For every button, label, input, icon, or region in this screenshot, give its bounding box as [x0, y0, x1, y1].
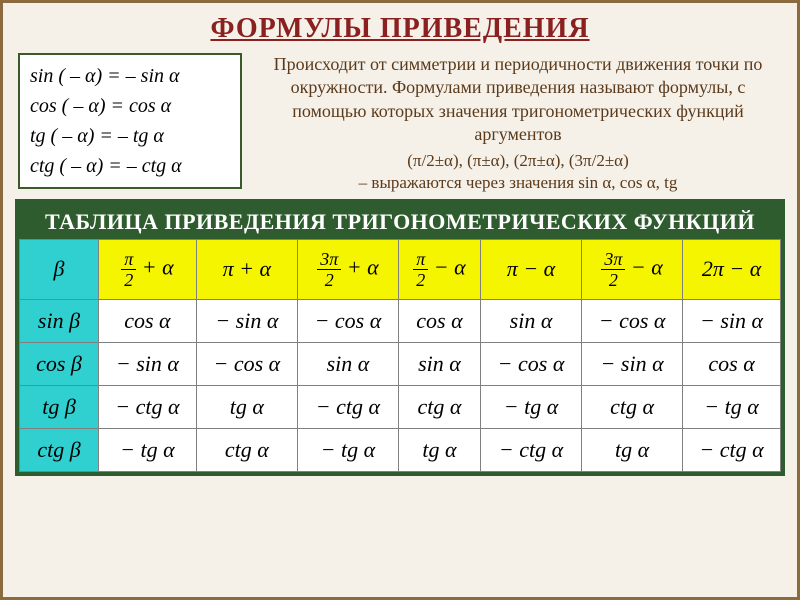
cutoff-line: – выражаются через значения sin α, cos α… [254, 173, 782, 193]
cell: − ctg α [683, 428, 781, 471]
header-col-2: 3π2 + α [297, 239, 398, 299]
arguments-line: (π/2±α), (π±α), (2π±α), (3π/2±α) [254, 151, 782, 171]
description-block: Происходит от симметрии и периодичности … [254, 53, 782, 193]
cell: − sin α [582, 342, 683, 385]
row-label-ctg: ctg β [20, 428, 99, 471]
formula-ctg-neg: ctg ( – α) = – ctg α [30, 151, 230, 181]
cell: − cos α [480, 342, 581, 385]
cell: sin α [480, 299, 581, 342]
header-col-5: 3π2 − α [582, 239, 683, 299]
table-row: tg β − ctg α tg α − ctg α ctg α − tg α c… [20, 385, 781, 428]
cell: ctg α [398, 385, 480, 428]
cell: − cos α [297, 299, 398, 342]
cell: − ctg α [297, 385, 398, 428]
cell: tg α [196, 385, 297, 428]
header-col-4: π − α [480, 239, 581, 299]
cell: ctg α [196, 428, 297, 471]
cell: − ctg α [99, 385, 197, 428]
cell: − ctg α [480, 428, 581, 471]
reduction-table-wrap: ТАБЛИЦА ПРИВЕДЕНИЯ ТРИГОНОМЕТРИЧЕСКИХ ФУ… [15, 199, 785, 476]
cell: tg α [582, 428, 683, 471]
cell: − tg α [480, 385, 581, 428]
cell: sin α [297, 342, 398, 385]
header-beta: β [20, 239, 99, 299]
negative-angle-formulas-box: sin ( – α) = – sin α cos ( – α) = cos α … [18, 53, 242, 189]
cell: − cos α [582, 299, 683, 342]
cell: sin α [398, 342, 480, 385]
table-row: sin β cos α − sin α − cos α cos α sin α … [20, 299, 781, 342]
cell: tg α [398, 428, 480, 471]
table-row: cos β − sin α − cos α sin α sin α − cos … [20, 342, 781, 385]
reduction-table: β π2 + α π + α 3π2 + α π2 − α π − α 3π2 … [19, 239, 781, 472]
row-label-tg: tg β [20, 385, 99, 428]
row-label-cos: cos β [20, 342, 99, 385]
table-title: ТАБЛИЦА ПРИВЕДЕНИЯ ТРИГОНОМЕТРИЧЕСКИХ ФУ… [19, 203, 781, 239]
table-header-row: β π2 + α π + α 3π2 + α π2 − α π − α 3π2 … [20, 239, 781, 299]
header-col-6: 2π − α [683, 239, 781, 299]
page-title: ФОРМУЛЫ ПРИВЕДЕНИЯ [3, 13, 797, 45]
cell: cos α [398, 299, 480, 342]
cell: − tg α [297, 428, 398, 471]
cell: cos α [99, 299, 197, 342]
cell: ctg α [582, 385, 683, 428]
description-text: Происходит от симметрии и периодичности … [254, 53, 782, 147]
cell: − tg α [683, 385, 781, 428]
top-section: sin ( – α) = – sin α cos ( – α) = cos α … [3, 53, 797, 193]
formula-tg-neg: tg ( – α) = – tg α [30, 121, 230, 151]
cell: − sin α [683, 299, 781, 342]
table-row: ctg β − tg α ctg α − tg α tg α − ctg α t… [20, 428, 781, 471]
cell: − cos α [196, 342, 297, 385]
row-label-sin: sin β [20, 299, 99, 342]
formula-cos-neg: cos ( – α) = cos α [30, 91, 230, 121]
header-col-0: π2 + α [99, 239, 197, 299]
cell: − sin α [99, 342, 197, 385]
header-col-3: π2 − α [398, 239, 480, 299]
header-col-1: π + α [196, 239, 297, 299]
cell: cos α [683, 342, 781, 385]
cell: − tg α [99, 428, 197, 471]
formula-sin-neg: sin ( – α) = – sin α [30, 61, 230, 91]
cell: − sin α [196, 299, 297, 342]
